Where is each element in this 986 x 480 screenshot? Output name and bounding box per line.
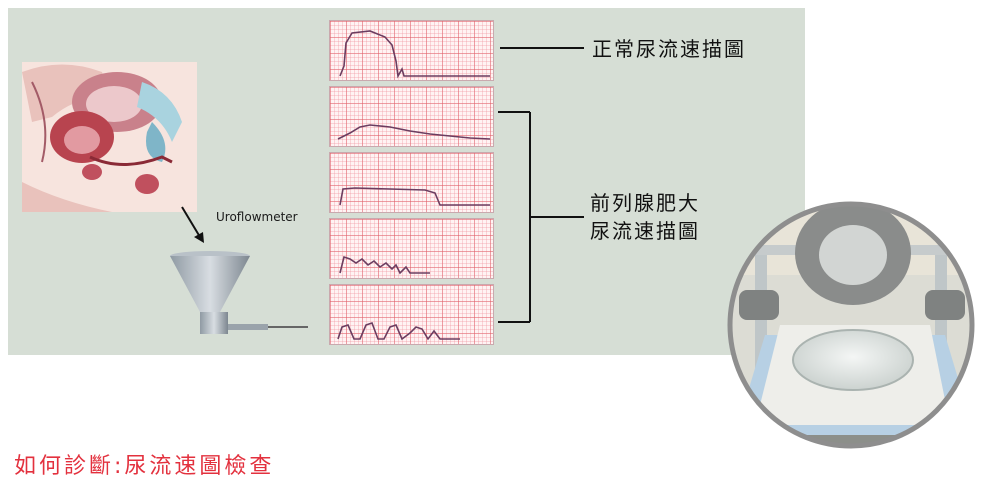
uroflow-graph-bph-1 (329, 86, 494, 147)
connector-lines (498, 47, 584, 323)
uroflow-graph-bph-3 (329, 218, 494, 279)
normal-flow-label: 正常尿流速描圖 (592, 37, 746, 61)
uroflow-graph-normal (329, 20, 494, 81)
down-arrow-icon (181, 206, 204, 243)
bph-flow-label-line1: 前列腺肥大 (590, 191, 700, 215)
commode-photo (727, 201, 975, 449)
uroflow-graph-bph-2 (329, 152, 494, 213)
bph-flow-label-line2: 尿流速描圖 (590, 219, 700, 243)
device-label: Uroflowmeter (216, 210, 298, 224)
bottom-caption: 如何診斷:尿流速圖檢查 (14, 454, 275, 479)
funnel-device-icon (170, 251, 308, 334)
anatomy-illustration (22, 62, 197, 212)
uroflow-graph-bph-4 (329, 284, 494, 345)
